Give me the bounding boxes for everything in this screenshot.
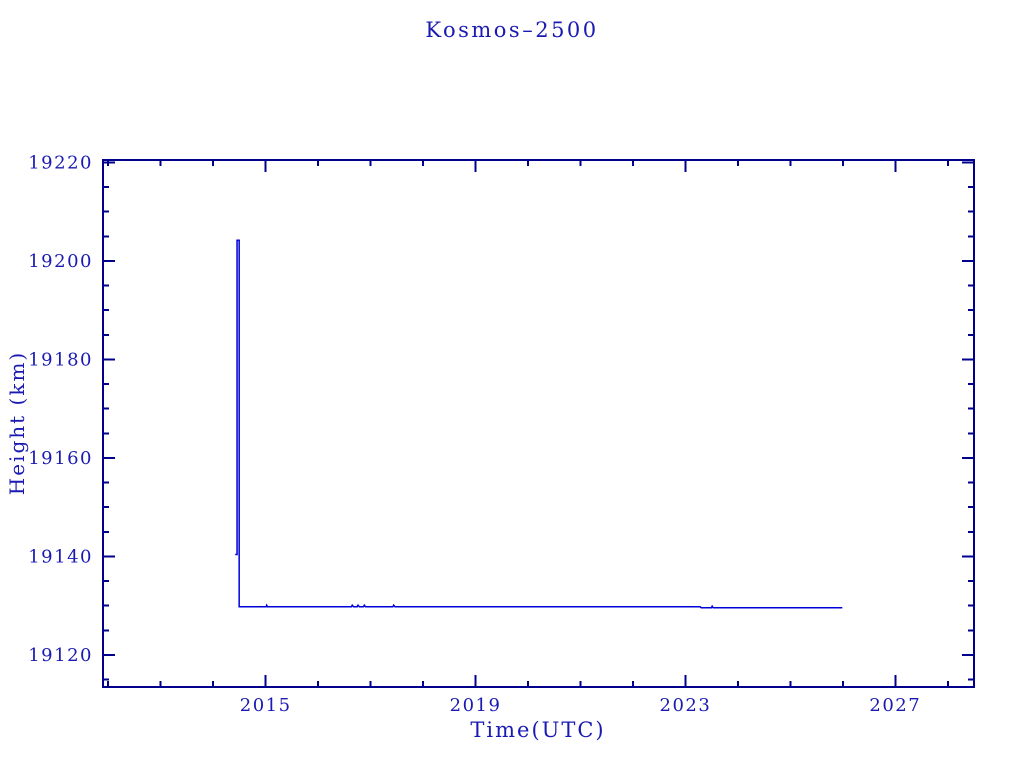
x-tick-label: 2027 (869, 695, 921, 716)
y-tick-label: 19220 (28, 152, 93, 173)
y-tick-label: 19200 (28, 251, 93, 272)
x-tick-label: 2015 (240, 695, 292, 716)
x-tick-label: 2023 (660, 695, 712, 716)
chart-title: Kosmos–2500 (425, 18, 599, 42)
x-axis-label: Time(UTC) (470, 718, 606, 742)
x-tick-label: 2019 (450, 695, 502, 716)
plot-frame (102, 159, 975, 688)
y-tick-label: 19160 (28, 448, 93, 469)
y-tick-label: 19180 (28, 349, 93, 370)
y-tick-label: 19120 (28, 645, 93, 666)
data-line (235, 239, 843, 609)
y-tick-label: 19140 (28, 546, 93, 567)
